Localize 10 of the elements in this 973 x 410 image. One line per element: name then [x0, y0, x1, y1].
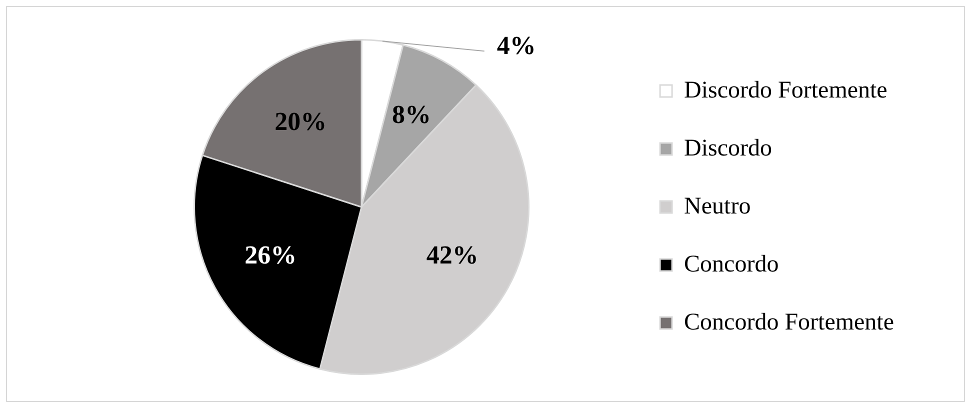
data-label: 8% — [392, 100, 431, 129]
legend-label: Concordo — [684, 251, 779, 278]
data-label: 20% — [274, 106, 327, 136]
data-label: 26% — [244, 240, 297, 270]
data-label: 4% — [496, 30, 536, 60]
data-label: 42% — [426, 240, 478, 270]
legend-label: Concordo Fortemente — [684, 309, 894, 336]
legend-label: Discordo — [684, 135, 772, 162]
legend-label: Neutro — [684, 193, 751, 220]
legend-label: Discordo Fortemente — [684, 77, 888, 104]
